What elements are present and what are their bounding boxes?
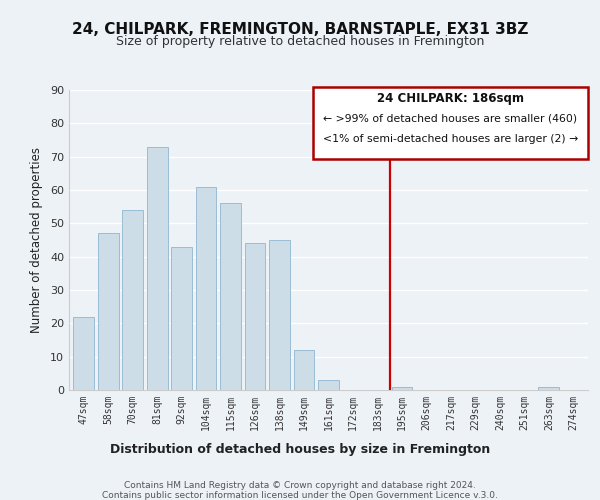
Text: ← >99% of detached houses are smaller (460): ← >99% of detached houses are smaller (4… xyxy=(323,113,578,123)
Bar xyxy=(392,386,412,390)
Bar xyxy=(73,316,94,390)
Text: 24, CHILPARK, FREMINGTON, BARNSTAPLE, EX31 3BZ: 24, CHILPARK, FREMINGTON, BARNSTAPLE, EX… xyxy=(72,22,528,38)
Bar xyxy=(196,186,217,390)
Y-axis label: Number of detached properties: Number of detached properties xyxy=(30,147,43,333)
Bar xyxy=(220,204,241,390)
Text: 24 CHILPARK: 186sqm: 24 CHILPARK: 186sqm xyxy=(377,92,524,105)
Bar xyxy=(171,246,192,390)
Bar xyxy=(122,210,143,390)
Text: Contains public sector information licensed under the Open Government Licence v.: Contains public sector information licen… xyxy=(102,491,498,500)
Text: Distribution of detached houses by size in Fremington: Distribution of detached houses by size … xyxy=(110,442,490,456)
Bar xyxy=(245,244,265,390)
Text: <1% of semi-detached houses are larger (2) →: <1% of semi-detached houses are larger (… xyxy=(323,134,578,144)
Text: Contains HM Land Registry data © Crown copyright and database right 2024.: Contains HM Land Registry data © Crown c… xyxy=(124,481,476,490)
Bar xyxy=(538,386,559,390)
FancyBboxPatch shape xyxy=(313,87,588,159)
Bar xyxy=(293,350,314,390)
Bar xyxy=(318,380,339,390)
Bar xyxy=(269,240,290,390)
Text: Size of property relative to detached houses in Fremington: Size of property relative to detached ho… xyxy=(116,35,484,48)
Bar xyxy=(147,146,167,390)
Bar xyxy=(98,234,119,390)
